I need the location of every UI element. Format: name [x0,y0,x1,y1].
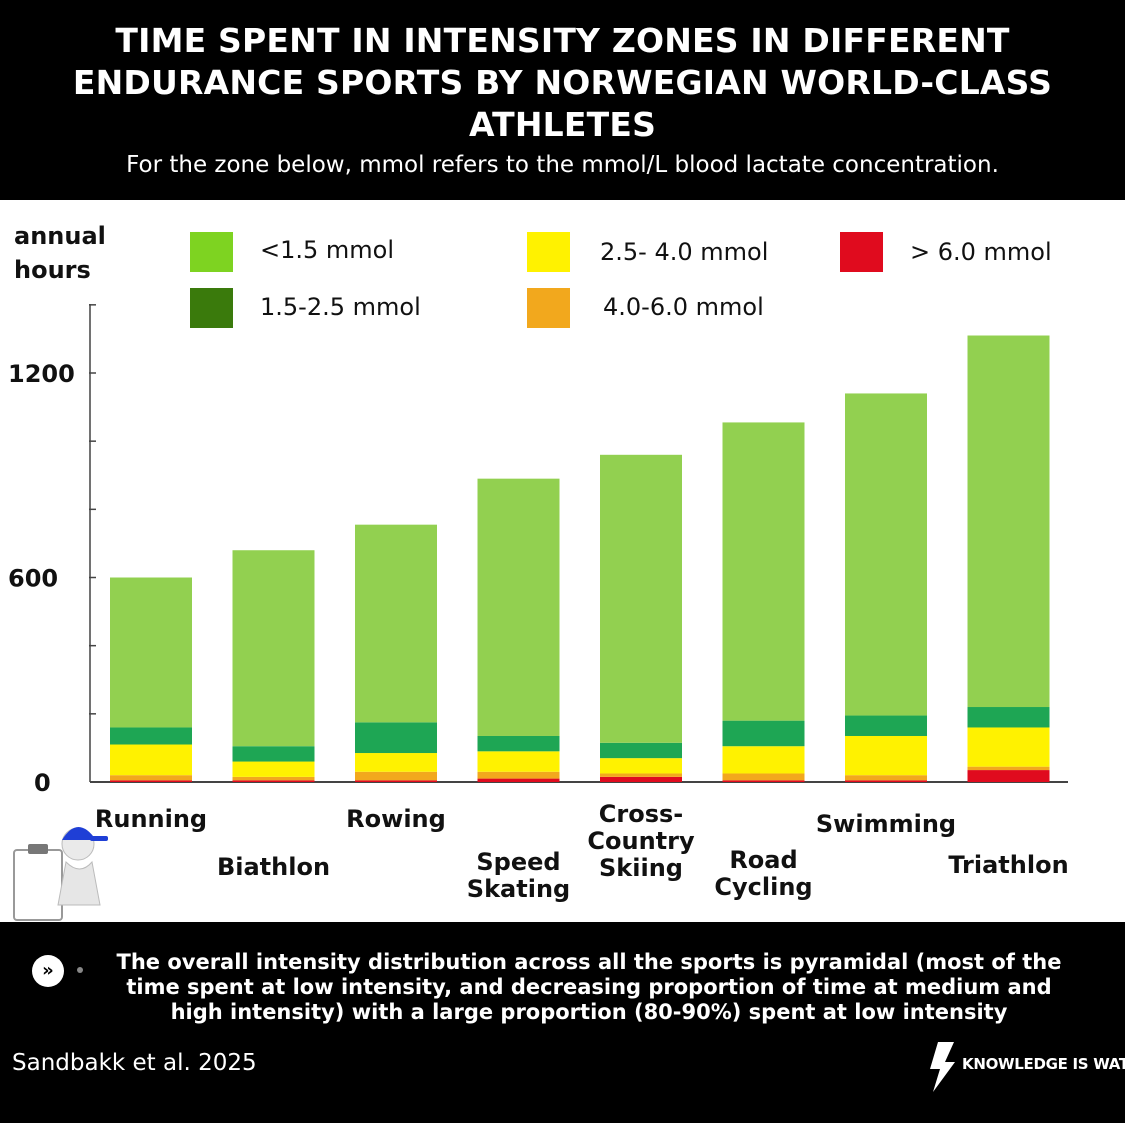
bar-segment-running-2-5-4-0-mmol [110,744,192,776]
bar-segment-cross-country-skiing-1-5-mmol [600,454,682,743]
legend: <1.5 mmol 1.5-2.5 mmol 2.5- 4.0 mmol 4.0-6.… [190,232,1052,328]
category-labels: RunningBiathlonRowingSpeedSkatingCross-C… [95,800,1069,903]
bar-segment-swimming-4-0-6-0-mmol [845,775,927,781]
chart-area: annual hours <1.5 mmol 1.5-2.5 mmol 2.5- 4.… [0,200,1125,922]
bar-segment-speed-skating-1-5-2-5-mmol [477,735,560,752]
bar-segment-road-cycling-6-0-mmol [722,780,805,782]
bar-segment-biathlon-4-0-6-0-mmol [232,776,315,781]
legend-swatch-1-5-mmol [190,232,233,272]
category-label-biathlon: Biathlon [217,853,330,881]
bar-segment-cross-country-skiing-4-0-6-0-mmol [600,773,682,777]
category-label-cross-country-skiing: Country [587,827,695,855]
takeaway-text: The overall intensity distribution acros… [116,950,1062,1024]
y-tick-label: 600 [8,565,58,593]
bar-segment-rowing-1-5-mmol [355,524,437,723]
legend-label-4-0-6-0-mmol: 4.0-6.0 mmol [603,293,764,321]
bar-segment-speed-skating-6-0-mmol [477,778,560,782]
bar-segment-road-cycling-1-5-2-5-mmol [722,720,805,747]
bar-segment-speed-skating-4-0-6-0-mmol [477,771,560,779]
bar-segment-road-cycling-1-5-mmol [722,422,805,721]
category-label-speed-skating: Skating [467,875,570,903]
bars [110,335,1050,782]
y-tick-label: 0 [34,769,51,797]
stacked-bar-chart: annual hours <1.5 mmol 1.5-2.5 mmol 2.5- 4.… [8,222,1069,921]
bar-segment-triathlon-1-5-mmol [967,335,1050,708]
bar-segment-swimming-1-5-mmol [845,393,927,716]
bar-segment-triathlon-4-0-6-0-mmol [967,766,1050,771]
category-label-swimming: Swimming [816,810,956,838]
legend-label-6-0-mmol: > 6.0 mmol [910,238,1052,266]
y-axis-title-line: hours [14,256,91,284]
bar-segment-biathlon-1-5-mmol [232,550,315,747]
bar-segment-road-cycling-4-0-6-0-mmol [722,773,805,781]
bar-segment-triathlon-6-0-mmol [967,770,1050,782]
footer: » The overall intensity distribution acr… [0,922,1125,1123]
category-label-road-cycling: Road [729,846,797,874]
bar-segment-cross-country-skiing-1-5-2-5-mmol [600,742,682,759]
bullet-dot [77,967,83,973]
bar-segment-running-1-5-2-5-mmol [110,727,192,745]
brand-name: KNOWLEDGE IS WATT [962,1055,1125,1073]
bar-segment-triathlon-1-5-2-5-mmol [967,707,1050,728]
bar-segment-swimming-2-5-4-0-mmol [845,735,927,776]
y-tick-label: 1200 [8,360,75,388]
bar-segment-rowing-1-5-2-5-mmol [355,722,437,754]
category-label-cross-country-skiing: Cross- [599,800,683,828]
bar-segment-speed-skating-2-5-4-0-mmol [477,751,560,772]
bar-segment-biathlon-1-5-2-5-mmol [232,746,315,762]
bar-segment-rowing-6-0-mmol [355,780,437,782]
bar-segment-cross-country-skiing-2-5-4-0-mmol [600,758,682,774]
legend-label-2-5-4-0-mmol: 2.5- 4.0 mmol [600,238,768,266]
bar-segment-swimming-6-0-mmol [845,780,927,782]
bar-segment-rowing-4-0-6-0-mmol [355,771,437,781]
header: TIME SPENT IN INTENSITY ZONES IN DIFFERE… [0,0,1125,200]
chart-subtitle: For the zone below, mmol refers to the m… [126,152,999,178]
bar-segment-rowing-2-5-4-0-mmol [355,753,437,772]
category-label-cross-country-skiing: Skiing [599,854,683,882]
legend-label-1-5-mmol: <1.5 mmol [260,236,394,264]
category-label-triathlon: Triathlon [948,851,1068,879]
chart-title: TIME SPENT IN INTENSITY ZONES IN DIFFERE… [72,21,1053,144]
lightning-bolt-icon [930,1042,955,1092]
legend-swatch-4-0-6-0-mmol [527,288,570,328]
category-label-speed-skating: Speed [476,848,560,876]
bar-segment-triathlon-2-5-4-0-mmol [967,727,1050,767]
category-label-rowing: Rowing [346,805,446,833]
bar-segment-running-1-5-mmol [110,577,192,728]
bar-segment-running-6-0-mmol [110,780,192,782]
y-axis-title: annual hours [14,222,106,284]
bar-segment-swimming-1-5-2-5-mmol [845,715,927,736]
legend-swatch-2-5-4-0-mmol [527,232,570,272]
bar-segment-running-4-0-6-0-mmol [110,775,192,781]
bar-segment-speed-skating-1-5-mmol [477,478,560,736]
category-label-running: Running [95,805,207,833]
bar-segment-cross-country-skiing-6-0-mmol [600,776,682,782]
legend-label-1-5-2-5-mmol: 1.5-2.5 mmol [260,293,421,321]
legend-swatch-6-0-mmol [840,232,883,272]
brand-logo: KNOWLEDGE IS WATT [928,1042,1125,1092]
legend-swatch-1-5-2-5-mmol [190,288,233,328]
y-axis-title-line: annual [14,222,106,250]
coach-mascot-icon [13,827,108,921]
citation: Sandbakk et al. 2025 [12,1050,257,1076]
category-label-road-cycling: Cycling [714,873,812,901]
double-chevron-right-icon: » [32,955,64,987]
bar-segment-biathlon-6-0-mmol [232,780,315,782]
bar-segment-road-cycling-2-5-4-0-mmol [722,746,805,774]
bar-segment-biathlon-2-5-4-0-mmol [232,761,315,777]
